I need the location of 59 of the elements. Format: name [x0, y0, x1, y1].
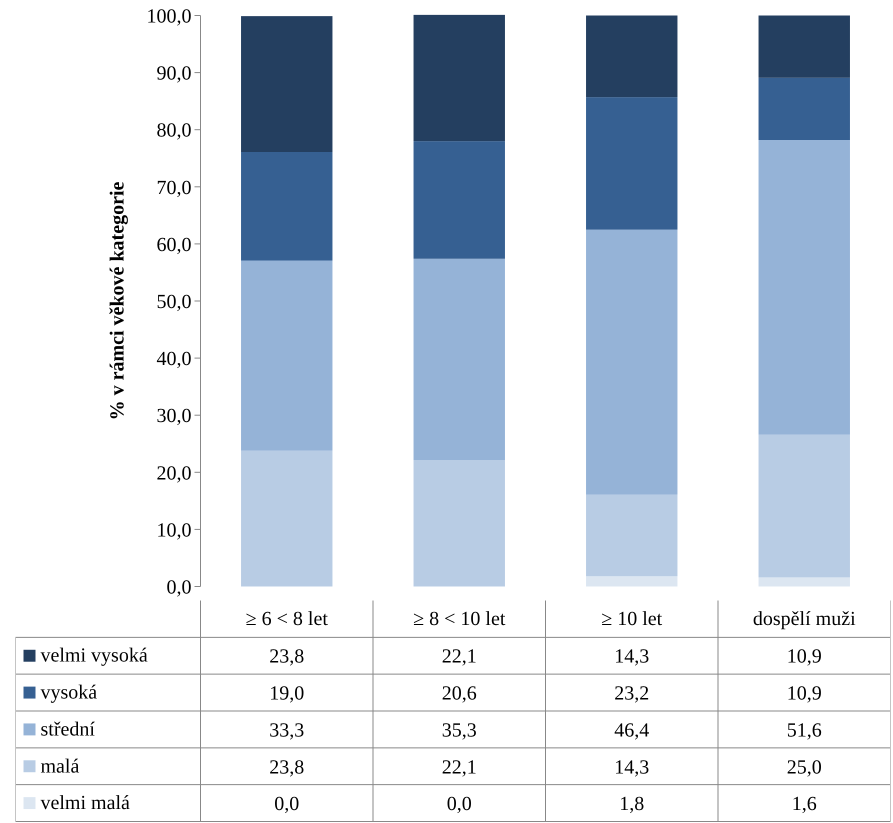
bar	[586, 494, 678, 576]
y-tick-label: 0,0	[166, 576, 192, 598]
bar	[758, 434, 850, 578]
data-label: 33,3	[269, 719, 304, 742]
bar	[758, 16, 850, 78]
legend-label: malá	[40, 755, 80, 778]
x-tick-label: dospělí muži	[752, 608, 856, 630]
data-label: 10,9	[786, 682, 822, 705]
bar	[414, 258, 505, 460]
bar	[586, 97, 678, 230]
data-label: 25,0	[786, 756, 822, 778]
legend-label: velmi vysoká	[40, 644, 148, 667]
y-tick-label: 20,0	[156, 462, 192, 484]
y-tick-label: 40,0	[156, 348, 192, 370]
data-label: 20,6	[442, 682, 477, 705]
legend-label: střední	[40, 718, 96, 740]
data-label: 51,6	[786, 719, 822, 742]
legend-label: vysoká	[40, 682, 98, 704]
y-tick-label: 100,0	[146, 6, 192, 28]
y-tick-label: 90,0	[156, 62, 192, 85]
data-label: 10,9	[786, 646, 822, 668]
data-label: 22,1	[442, 756, 477, 778]
data-label: 1,6	[792, 793, 817, 816]
data-label: 19,0	[269, 682, 304, 705]
bar	[241, 152, 332, 260]
bar	[758, 577, 850, 586]
bar	[758, 78, 850, 140]
data-label: 23,8	[269, 756, 304, 778]
bar	[586, 16, 678, 98]
y-tick-label: 50,0	[156, 291, 192, 313]
data-label: 0,0	[274, 793, 300, 816]
bar	[586, 230, 678, 495]
bar	[586, 576, 678, 586]
x-tick-label: ≥ 10 let	[601, 608, 663, 630]
data-label: 23,2	[614, 682, 650, 705]
data-label: 22,1	[442, 646, 477, 668]
y-axis-title: % v rámci věkové kategorie	[106, 181, 128, 420]
bar	[758, 140, 850, 435]
y-tick-label: 60,0	[156, 234, 192, 256]
data-label: 0,0	[446, 793, 472, 816]
y-tick-label: 80,0	[156, 120, 192, 142]
data-label: 1,8	[619, 793, 644, 816]
y-tick-label: 30,0	[156, 405, 192, 428]
bar	[241, 260, 332, 451]
x-tick-label: ≥ 6 < 8 let	[246, 608, 328, 630]
bar	[414, 460, 505, 586]
bar	[414, 14, 505, 142]
data-label: 35,3	[442, 719, 477, 742]
x-tick-label: ≥ 8 < 10 let	[413, 608, 506, 630]
bar	[241, 450, 332, 586]
data-label: 46,4	[614, 719, 650, 742]
bar	[241, 16, 332, 152]
data-label: 14,3	[614, 756, 650, 778]
bar	[414, 141, 505, 259]
data-label: 14,3	[614, 646, 650, 668]
legend-label: velmi malá	[40, 792, 130, 814]
data-label: 23,8	[269, 646, 304, 668]
y-tick-label: 70,0	[156, 176, 192, 199]
y-tick-label: 10,0	[156, 519, 192, 542]
